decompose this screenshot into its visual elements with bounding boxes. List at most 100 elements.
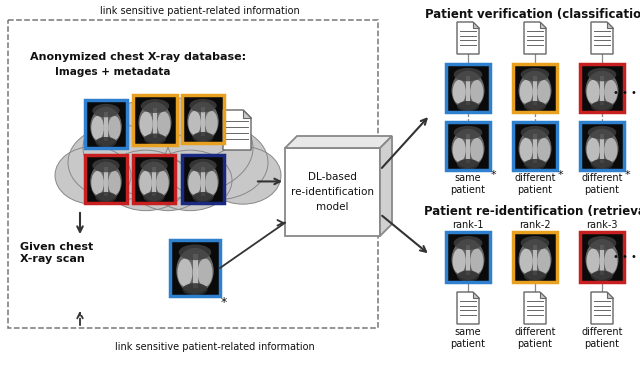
Ellipse shape — [586, 129, 618, 168]
Bar — [513, 122, 557, 170]
Bar — [600, 76, 604, 105]
Bar — [513, 232, 557, 282]
Ellipse shape — [138, 162, 170, 201]
Bar — [446, 64, 490, 112]
Ellipse shape — [591, 270, 613, 282]
Bar — [513, 232, 557, 282]
Bar — [580, 122, 624, 170]
Ellipse shape — [140, 171, 152, 195]
Ellipse shape — [518, 71, 552, 110]
Ellipse shape — [90, 162, 122, 201]
Bar — [85, 100, 127, 148]
Bar — [600, 134, 604, 163]
Bar — [580, 64, 624, 112]
Ellipse shape — [521, 236, 549, 250]
Ellipse shape — [148, 150, 232, 210]
Polygon shape — [243, 110, 251, 118]
Text: • • •: • • • — [613, 88, 637, 98]
Text: Patient re-identification (retrieval): Patient re-identification (retrieval) — [424, 205, 640, 218]
Text: different
patient: different patient — [515, 173, 556, 195]
Ellipse shape — [198, 258, 212, 286]
Text: Patient verification (classification): Patient verification (classification) — [425, 8, 640, 21]
Ellipse shape — [104, 150, 188, 210]
Ellipse shape — [108, 116, 121, 140]
Text: DL-based
re-identification
model: DL-based re-identification model — [291, 172, 374, 212]
Ellipse shape — [144, 133, 166, 144]
Ellipse shape — [177, 258, 193, 286]
Ellipse shape — [457, 270, 479, 282]
Ellipse shape — [604, 249, 618, 273]
Ellipse shape — [470, 80, 483, 104]
Ellipse shape — [524, 159, 546, 170]
Ellipse shape — [83, 98, 253, 198]
Polygon shape — [457, 292, 479, 324]
Ellipse shape — [518, 239, 552, 280]
Ellipse shape — [133, 160, 203, 210]
Bar — [201, 167, 205, 196]
Ellipse shape — [521, 68, 549, 81]
Bar — [8, 20, 378, 328]
Ellipse shape — [193, 132, 214, 142]
Ellipse shape — [92, 171, 104, 195]
Polygon shape — [540, 22, 546, 28]
Ellipse shape — [92, 104, 120, 117]
Bar — [201, 107, 205, 136]
Ellipse shape — [193, 192, 214, 203]
Bar — [466, 134, 470, 163]
Bar — [446, 64, 490, 112]
Ellipse shape — [188, 171, 201, 195]
Ellipse shape — [179, 244, 211, 260]
Ellipse shape — [524, 101, 546, 112]
Polygon shape — [540, 292, 546, 298]
Ellipse shape — [520, 80, 533, 104]
Bar — [446, 122, 490, 170]
Bar — [85, 155, 127, 203]
Ellipse shape — [454, 126, 483, 139]
Ellipse shape — [452, 249, 466, 273]
Ellipse shape — [156, 171, 169, 195]
Polygon shape — [524, 22, 546, 54]
Bar — [532, 76, 537, 105]
Bar — [580, 232, 624, 282]
Text: rank-2: rank-2 — [519, 220, 551, 230]
Bar — [600, 245, 604, 275]
Text: different
patient: different patient — [581, 173, 623, 195]
Bar — [193, 254, 198, 287]
Bar — [466, 245, 470, 275]
Polygon shape — [473, 292, 479, 298]
Ellipse shape — [457, 159, 479, 170]
Text: Images + metadata: Images + metadata — [55, 67, 170, 77]
Bar — [285, 148, 380, 236]
Bar — [133, 95, 177, 145]
Bar — [85, 100, 127, 148]
Ellipse shape — [95, 192, 116, 203]
Polygon shape — [607, 22, 613, 28]
Text: rank-3: rank-3 — [586, 220, 618, 230]
Bar — [580, 64, 624, 112]
Ellipse shape — [588, 126, 616, 139]
Bar — [182, 95, 224, 143]
Text: different
patient: different patient — [515, 327, 556, 349]
Ellipse shape — [188, 162, 219, 201]
Bar — [182, 155, 224, 203]
Ellipse shape — [95, 137, 116, 147]
Polygon shape — [457, 22, 479, 54]
Ellipse shape — [588, 236, 616, 250]
Text: rank-1: rank-1 — [452, 220, 484, 230]
Bar — [133, 155, 175, 203]
Ellipse shape — [591, 101, 613, 112]
Bar — [446, 232, 490, 282]
Ellipse shape — [524, 270, 546, 282]
Ellipse shape — [138, 102, 172, 143]
Polygon shape — [473, 22, 479, 28]
Bar — [532, 245, 537, 275]
Ellipse shape — [470, 138, 483, 162]
Bar — [532, 134, 537, 163]
Ellipse shape — [141, 99, 170, 113]
Ellipse shape — [143, 192, 164, 203]
Text: different
patient: different patient — [581, 327, 623, 349]
Ellipse shape — [518, 129, 552, 168]
Ellipse shape — [90, 107, 122, 146]
Ellipse shape — [157, 112, 170, 137]
Polygon shape — [285, 136, 392, 148]
